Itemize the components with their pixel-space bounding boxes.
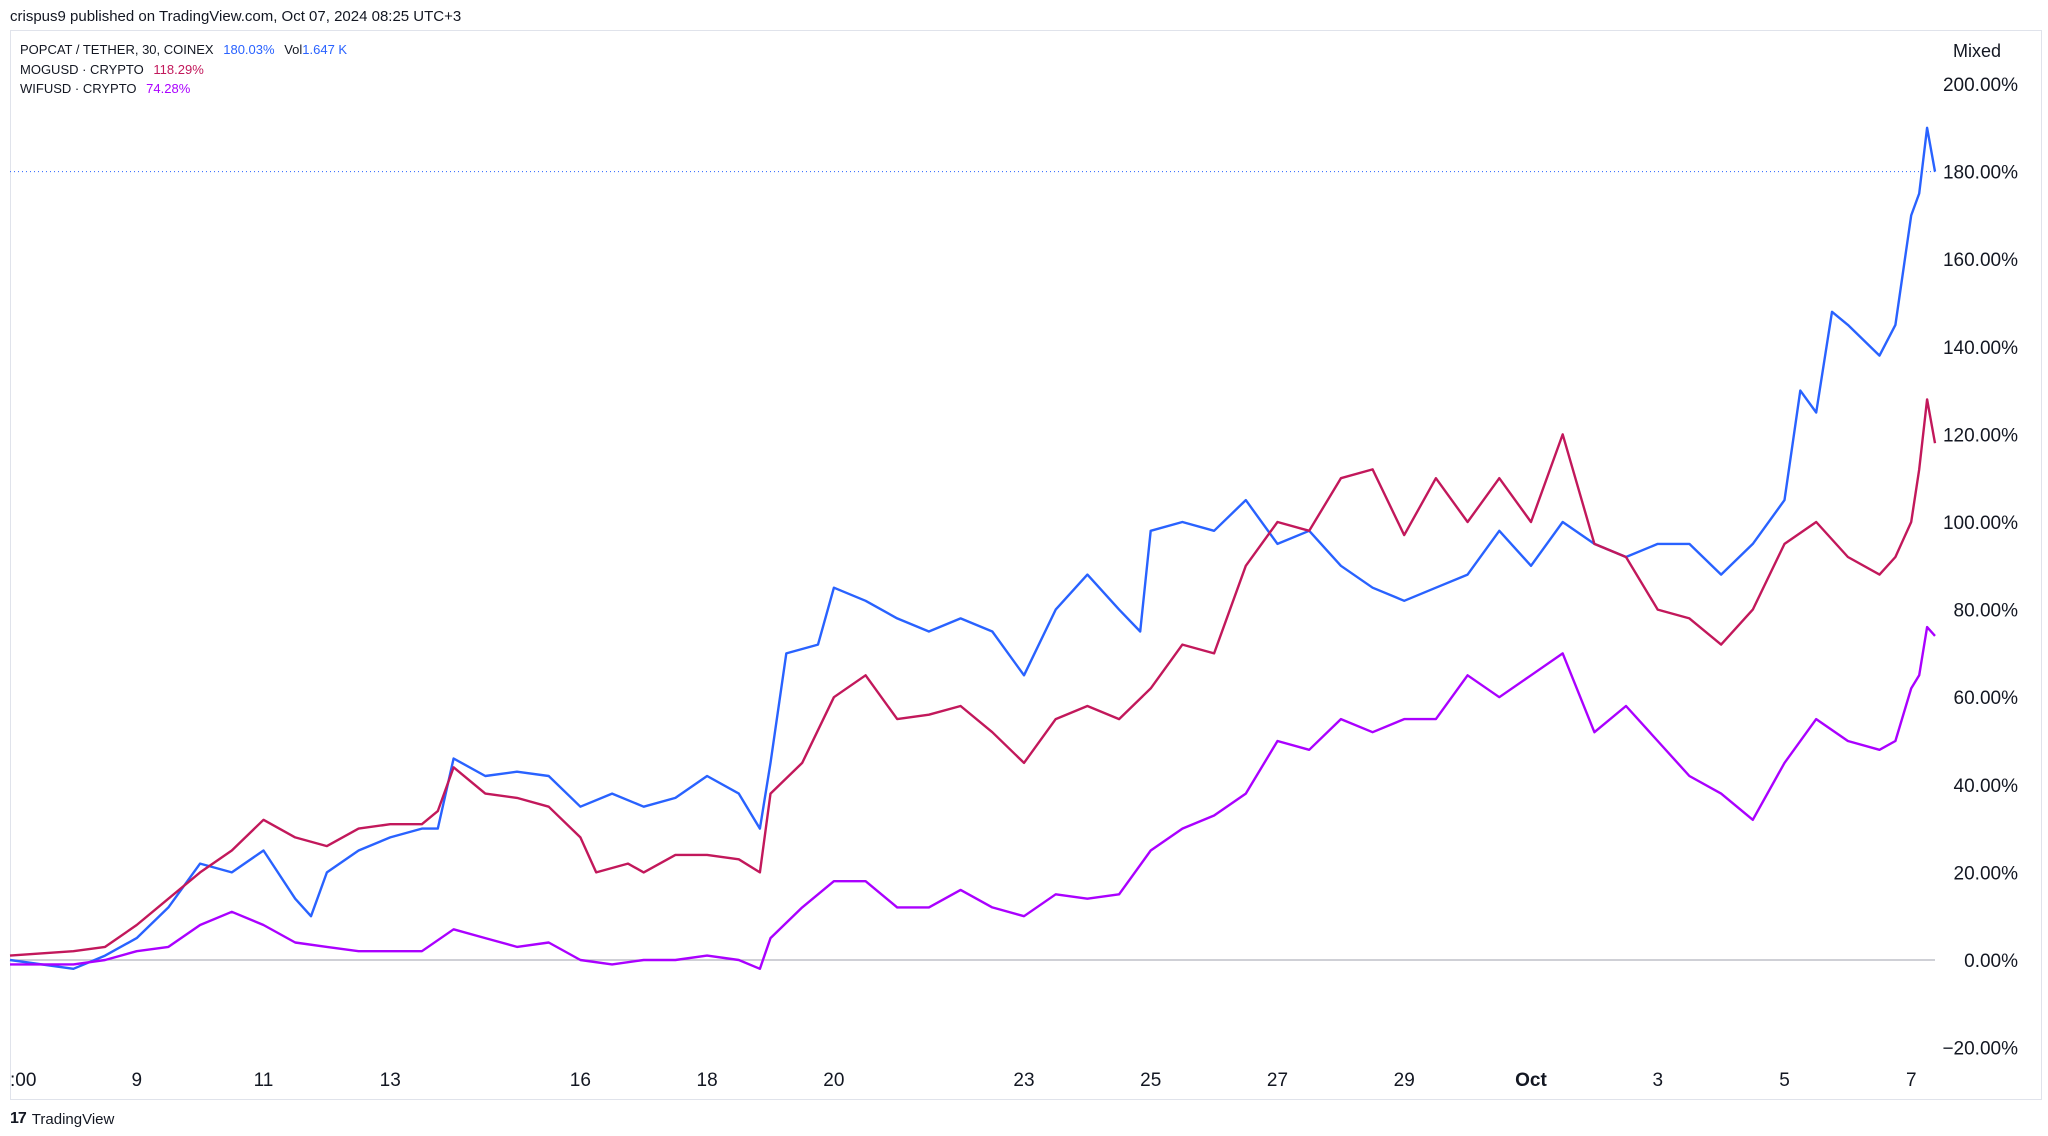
y-tick-label: −20.00%	[1942, 1039, 2018, 1060]
legend-vol-label: Vol	[284, 42, 303, 57]
legend-row-wif[interactable]: WIFUSD · CRYPTO 74.28%	[20, 79, 347, 99]
chart-frame	[10, 30, 2042, 1100]
y-tick-label: 200.00%	[1943, 75, 2018, 96]
published-header: crispus9 published on TradingView.com, O…	[10, 8, 462, 25]
x-tick-label: 11	[254, 1070, 274, 1091]
y-tick-label: 140.00%	[1943, 338, 2018, 359]
y-tick-label: 40.00%	[1954, 776, 2019, 797]
legend-value: 180.03%	[223, 42, 275, 57]
x-tick-label: 13	[380, 1070, 401, 1091]
x-tick-label: :00	[10, 1070, 36, 1091]
legend-value: 118.29%	[153, 61, 204, 77]
footer-brand[interactable]: 17 TradingView	[10, 1110, 114, 1128]
series-line-1[interactable]	[9, 398, 1937, 957]
y-tick-label: 100.00%	[1943, 513, 2018, 534]
legend-vol-value: 1.647 K	[302, 42, 348, 57]
x-tick-label: 9	[131, 1070, 142, 1091]
legend-symbol: MOGUSD · CRYPTO	[20, 61, 144, 77]
y-tick-label: 60.00%	[1954, 688, 2019, 709]
y-tick-label: 180.00%	[1943, 163, 2018, 184]
x-tick-label: 7	[1906, 1070, 1917, 1091]
tradingview-logo-icon: 17	[10, 1110, 27, 1127]
footer-brand-label: TradingView	[31, 1110, 115, 1128]
x-tick-label: 23	[1013, 1070, 1034, 1091]
legend-value: 74.28%	[146, 81, 191, 96]
x-tick-label: 18	[697, 1070, 718, 1091]
x-tick-label: 29	[1394, 1070, 1415, 1091]
series-line-0[interactable]	[9, 126, 1937, 970]
x-tick-label: 16	[570, 1070, 591, 1091]
x-tick-label: 5	[1779, 1070, 1790, 1091]
y-tick-label: 20.00%	[1954, 863, 2019, 884]
x-tick-label: Oct	[1515, 1070, 1547, 1091]
x-tick-label: 25	[1140, 1070, 1161, 1091]
legend-row-mog[interactable]: MOGUSD · CRYPTO 118.29%	[20, 60, 347, 80]
x-tick-label: 20	[823, 1070, 844, 1091]
legend-symbol: WIFUSD · CRYPTO	[20, 81, 137, 96]
legend-row-popcat[interactable]: POPCAT / TETHER, 30, COINEX 180.03% Vol1…	[20, 40, 347, 60]
y-tick-label: 120.00%	[1943, 425, 2018, 446]
x-tick-label: 27	[1267, 1070, 1288, 1091]
y-tick-label: 80.00%	[1954, 601, 2019, 622]
y-tick-label: 0.00%	[1964, 951, 2018, 972]
y-tick-label: 160.00%	[1943, 250, 2018, 271]
legend-symbol: POPCAT / TETHER, 30, COINEX	[20, 42, 214, 57]
series-line-2[interactable]	[10, 625, 1936, 970]
chart-legend: POPCAT / TETHER, 30, COINEX 180.03% Vol1…	[20, 40, 347, 99]
x-tick-label: 3	[1652, 1070, 1663, 1091]
scale-mode-button[interactable]: Mixed	[1945, 36, 2041, 66]
